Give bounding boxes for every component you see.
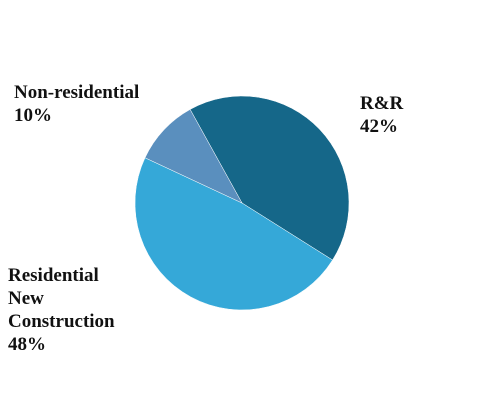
value-label: 10%: [14, 105, 52, 126]
value-label: 42%: [360, 116, 398, 137]
value-label: 48%: [8, 334, 46, 355]
slice-label: Residential New Construction 48%: [8, 264, 138, 356]
category-name: R&R: [360, 93, 404, 114]
pie-slice: [134, 157, 333, 311]
slice-label: R&R 42%: [360, 92, 440, 138]
category-name: Residential New Construction: [8, 265, 115, 332]
category-name: Non-residential: [14, 82, 140, 103]
pie-slice: [144, 109, 243, 204]
slice-label: Non-residential 10%: [14, 81, 174, 127]
pie-slice: [189, 95, 350, 261]
